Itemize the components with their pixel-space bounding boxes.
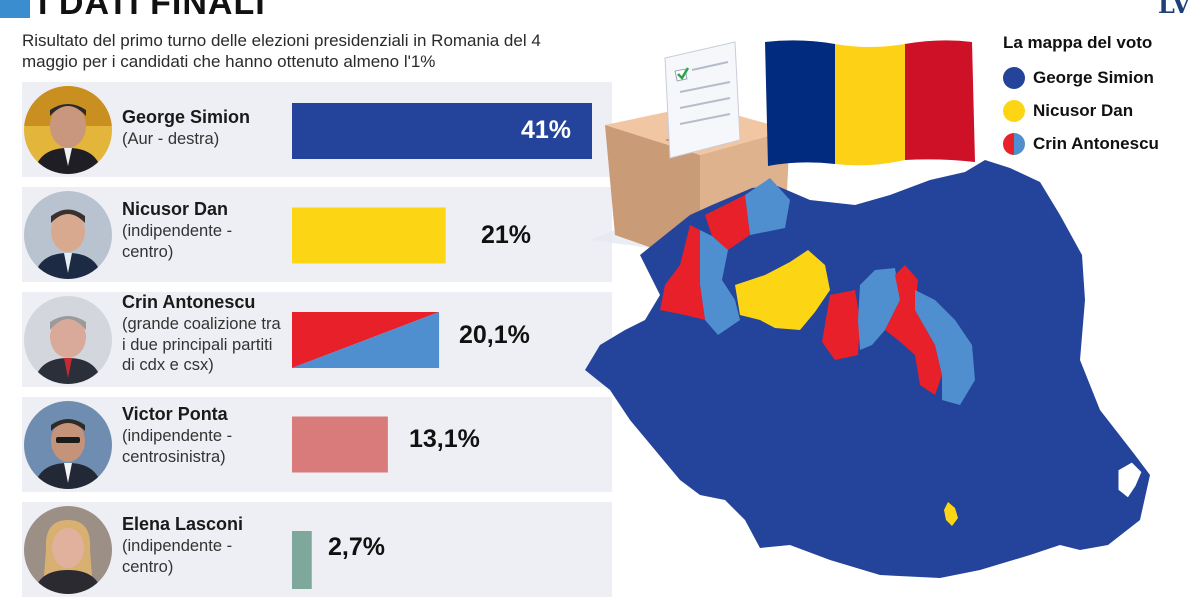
candidate-party: (indipendente - centro) [122,222,233,261]
candidate-name: Elena Lasconi [122,514,244,534]
bar [292,416,388,473]
publisher-logo: LV [1158,0,1191,19]
legend-split-dot [1003,133,1025,155]
legend-label: George Simion [1033,68,1154,87]
candidate-avatar [24,401,112,489]
candidate-avatar [24,191,112,279]
ballot-paper-icon [664,41,741,159]
legend-swatch [1003,67,1025,89]
legend-item: Crin Antonescu [1003,132,1159,156]
legend-label: Crin Antonescu [1033,134,1159,153]
romania-flag [765,40,975,166]
romania-map [585,160,1150,578]
bar-value-label: 13,1% [409,425,480,453]
bar-segment [292,312,440,368]
candidate-name: Victor Ponta [122,404,228,424]
candidate-party: (indipendente - centro) [122,537,233,576]
candidate-avatar [24,296,112,384]
legend-swatch [1003,100,1025,122]
legend-item: George Simion [1003,66,1154,90]
candidate-party: (indipendente - centrosinistra) [122,427,233,466]
candidate-name: George Simion [122,107,251,127]
candidate-name: Crin Antonescu [122,292,256,312]
bar [292,207,446,264]
bar-value-label: 20,1% [459,321,530,349]
page-title: I DATI FINALI [38,0,266,22]
bar [292,103,592,159]
bar-value-label: 2,7% [328,533,385,561]
candidate-avatar [24,506,112,594]
bar-chart [292,103,592,589]
candidate-row-bg [22,502,612,597]
chart-subtitle: Risultato del primo turno delle elezioni… [22,31,541,71]
candidate-party: (Aur - destra) [122,130,220,148]
bar-value-label: 41% [521,116,572,144]
bar [292,531,312,589]
title-accent-bar [0,0,30,18]
legend-label: Nicusor Dan [1033,101,1134,120]
legend-item: Nicusor Dan [1003,99,1133,123]
legend-swatch [1003,133,1025,155]
candidate-name: Nicusor Dan [122,199,229,219]
candidate-party: (grande coalizione tra i due principali … [122,315,281,374]
legend-title: La mappa del voto [1003,33,1153,52]
bar-value-label: 21% [481,221,532,249]
